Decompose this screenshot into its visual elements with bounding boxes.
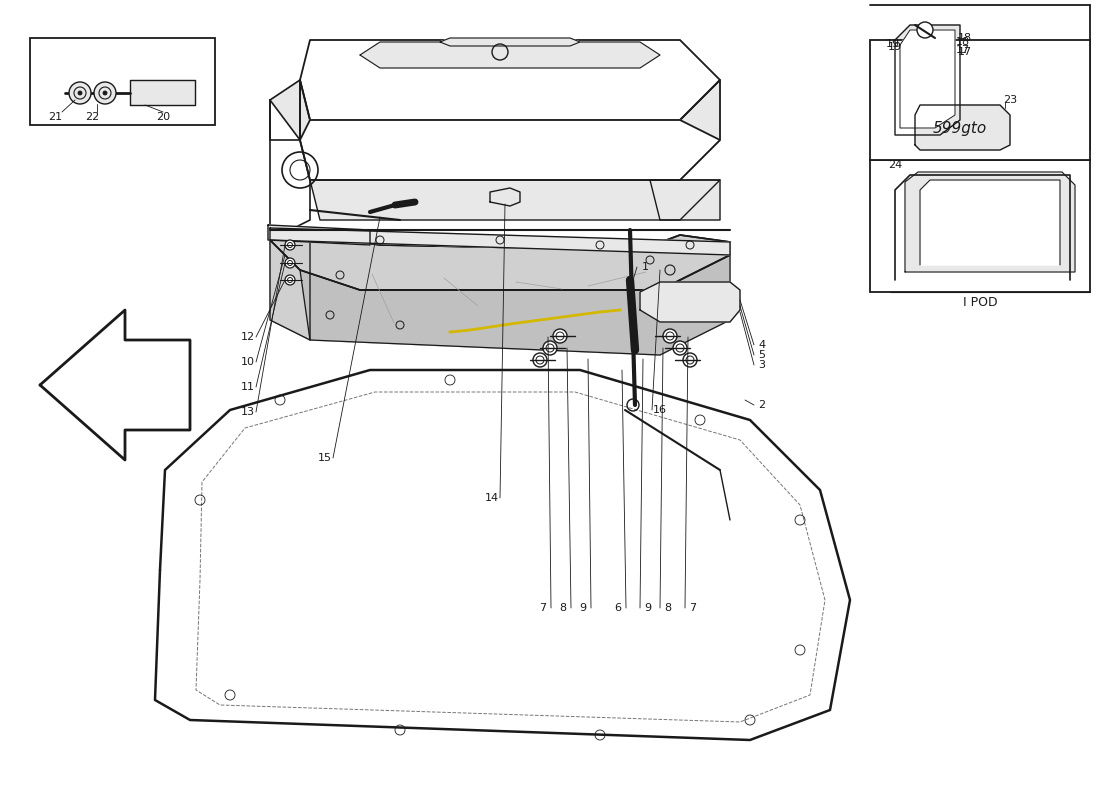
Polygon shape [40,310,190,460]
Circle shape [69,82,91,104]
Text: 599gto: 599gto [933,121,987,135]
Text: 19: 19 [886,39,900,49]
Polygon shape [640,282,740,322]
Polygon shape [360,42,660,68]
Text: 12: 12 [241,332,255,342]
Text: 14: 14 [485,493,499,503]
Polygon shape [270,235,310,340]
Polygon shape [650,180,721,220]
Text: 6: 6 [615,603,622,613]
Text: 7: 7 [539,603,547,613]
Text: 7: 7 [690,603,696,613]
Polygon shape [920,180,1060,265]
Text: 8: 8 [560,603,566,613]
Text: 9: 9 [645,603,651,613]
Text: 22: 22 [85,112,99,122]
Text: 23: 23 [1003,95,1018,105]
Text: 3: 3 [759,360,766,370]
Text: 18: 18 [958,33,972,43]
Polygon shape [900,30,955,128]
Polygon shape [895,25,960,135]
Circle shape [917,22,933,38]
Circle shape [285,275,295,285]
Text: 4: 4 [758,340,766,350]
Text: 24: 24 [888,160,902,170]
Polygon shape [440,38,580,46]
Polygon shape [130,80,195,105]
Circle shape [103,91,107,95]
Text: 15: 15 [318,453,332,463]
Bar [30,38,214,125]
Polygon shape [300,255,730,355]
Text: 10: 10 [241,357,255,367]
Circle shape [285,258,295,268]
Text: 8: 8 [664,603,672,613]
Polygon shape [300,120,720,180]
Circle shape [663,329,676,343]
Text: 20: 20 [156,112,170,122]
Circle shape [534,353,547,367]
Text: eurospares: eurospares [182,406,600,654]
Bar [870,160,1090,292]
Polygon shape [895,175,1070,280]
Polygon shape [270,228,730,290]
Circle shape [285,240,295,250]
Circle shape [683,353,697,367]
Polygon shape [300,255,730,355]
Polygon shape [300,40,720,120]
Polygon shape [270,228,730,255]
Polygon shape [300,80,310,180]
Text: 9: 9 [580,603,586,613]
Polygon shape [155,370,850,740]
Text: 16: 16 [653,405,667,415]
Text: a passion for parts since 1985: a passion for parts since 1985 [273,560,586,720]
Polygon shape [905,172,1075,272]
Circle shape [94,82,115,104]
Text: 11: 11 [241,382,255,392]
Polygon shape [915,105,1010,150]
Text: 2: 2 [758,400,766,410]
Text: 1: 1 [641,262,649,272]
Polygon shape [490,188,520,206]
Polygon shape [680,80,720,180]
Circle shape [553,329,566,343]
Circle shape [673,341,688,355]
Text: 13: 13 [241,407,255,417]
Polygon shape [270,80,300,140]
Bar [870,40,1090,160]
Text: 17: 17 [958,47,972,57]
Circle shape [78,91,82,95]
Text: 5: 5 [759,350,766,360]
Text: 17: 17 [956,45,970,55]
Circle shape [543,341,557,355]
Polygon shape [270,100,310,240]
Text: 18: 18 [956,37,970,47]
Polygon shape [268,225,370,245]
Text: I POD: I POD [962,295,998,309]
Polygon shape [270,228,730,290]
Text: 21: 21 [48,112,62,122]
Polygon shape [310,180,720,220]
Text: 19: 19 [888,42,902,52]
